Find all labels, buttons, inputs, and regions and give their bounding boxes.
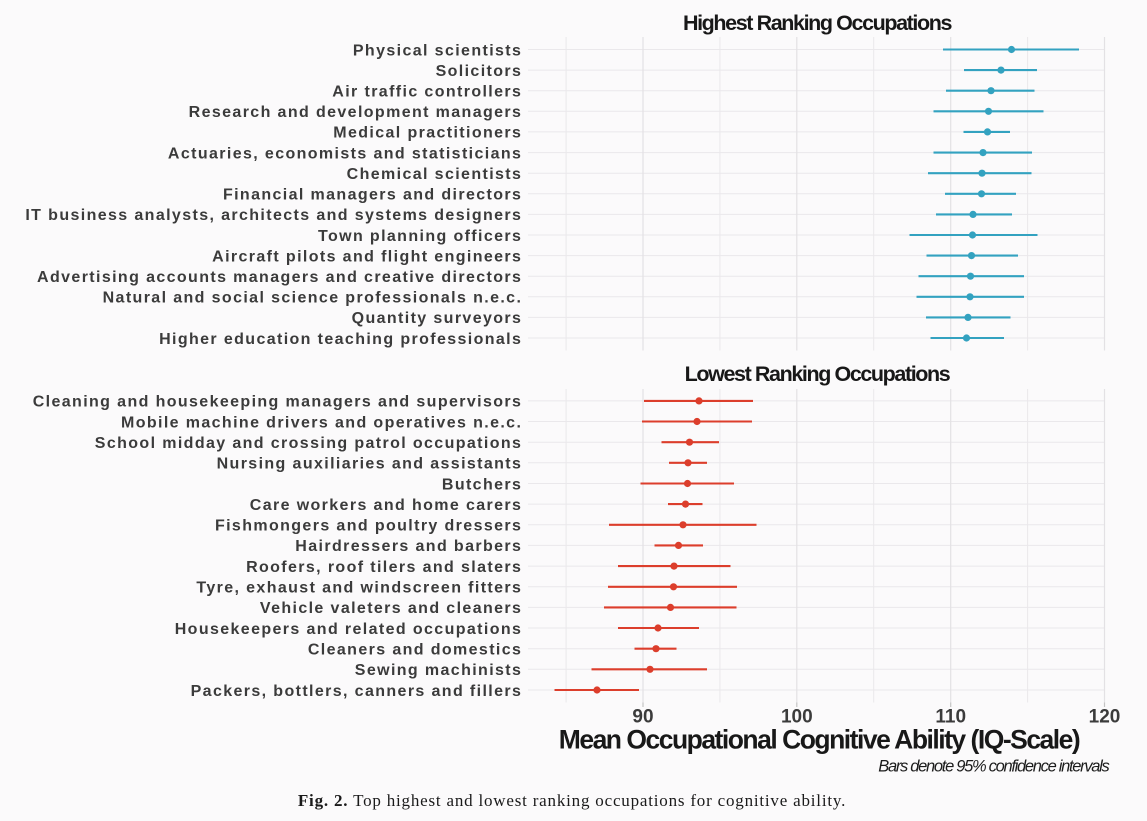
svg-text:Quantity surveyors: Quantity surveyors [352, 310, 523, 327]
svg-text:Air traffic controllers: Air traffic controllers [332, 84, 522, 101]
svg-text:Tyre, exhaust and windscreen f: Tyre, exhaust and windscreen fitters [196, 580, 522, 597]
svg-text:Advertising accounts managers: Advertising accounts managers and creati… [37, 269, 522, 286]
svg-text:Cleaning and housekeeping mana: Cleaning and housekeeping managers and s… [33, 394, 523, 411]
svg-text:Housekeepers and related occup: Housekeepers and related occupations [175, 621, 523, 638]
svg-text:Care workers and home carers: Care workers and home carers [250, 497, 523, 514]
svg-text:Vehicle valeters and cleaners: Vehicle valeters and cleaners [260, 600, 522, 617]
svg-text:110: 110 [935, 707, 966, 728]
svg-text:90: 90 [632, 707, 653, 728]
svg-text:Lowest Ranking Occupations: Lowest Ranking Occupations [685, 362, 951, 386]
svg-text:Fig. 2. Top highest and lowest: Fig. 2. Top highest and lowest ranking o… [298, 791, 846, 810]
svg-text:120: 120 [1089, 707, 1121, 728]
svg-text:IT business analysts, architec: IT business analysts, architects and sys… [25, 207, 522, 224]
svg-text:Chemical scientists: Chemical scientists [347, 166, 523, 183]
svg-text:Research and development manag: Research and development managers [189, 104, 523, 121]
svg-text:School midday and crossing pat: School midday and crossing patrol occupa… [95, 435, 523, 452]
svg-text:Town planning officers: Town planning officers [318, 228, 522, 245]
svg-text:Hairdressers and barbers: Hairdressers and barbers [295, 538, 522, 555]
svg-text:Natural and social science pro: Natural and social science professionals… [103, 290, 523, 307]
svg-text:Cleaners and domestics: Cleaners and domestics [308, 642, 522, 659]
svg-text:Solicitors: Solicitors [436, 63, 523, 80]
svg-text:Nursing auxiliaries and assist: Nursing auxiliaries and assistants [217, 456, 523, 473]
svg-text:Fishmongers and poultry dresse: Fishmongers and poultry dressers [215, 518, 522, 535]
svg-text:Sewing machinists: Sewing machinists [355, 662, 523, 679]
svg-text:Mobile machine drivers and ope: Mobile machine drivers and operatives n.… [121, 414, 522, 431]
svg-text:Financial managers and directo: Financial managers and directors [223, 187, 522, 204]
svg-text:Physical scientists: Physical scientists [353, 42, 522, 59]
svg-text:Butchers: Butchers [442, 476, 522, 493]
svg-text:Bars denote 95% confidence int: Bars denote 95% confidence intervals [878, 758, 1109, 776]
svg-text:Aircraft pilots and flight eng: Aircraft pilots and flight engineers [212, 248, 522, 265]
svg-text:Higher education teaching prof: Higher education teaching professionals [159, 331, 522, 348]
svg-text:Packers, bottlers, canners and: Packers, bottlers, canners and fillers [191, 683, 523, 700]
svg-text:Medical practitioners: Medical practitioners [333, 125, 522, 142]
svg-text:100: 100 [781, 707, 813, 728]
svg-text:Highest Ranking Occupations: Highest Ranking Occupations [683, 11, 952, 35]
svg-text:Actuaries, economists and stat: Actuaries, economists and statisticians [168, 145, 522, 162]
svg-text:Roofers, roof tilers and slate: Roofers, roof tilers and slaters [246, 559, 522, 576]
svg-text:Mean Occupational Cognitive Ab: Mean Occupational Cognitive Ability (IQ-… [559, 725, 1080, 755]
